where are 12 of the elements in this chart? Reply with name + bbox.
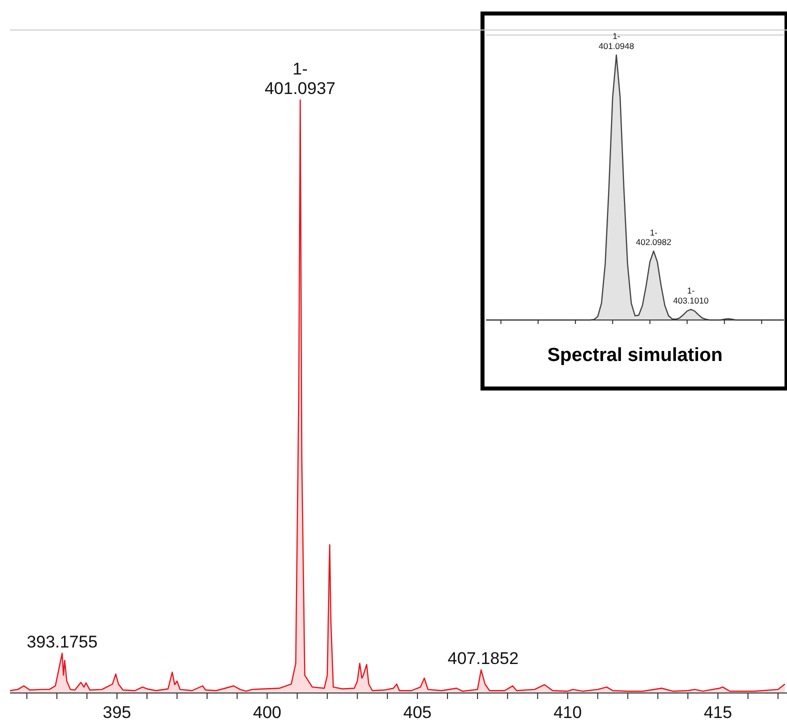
- annotation: 1- 403.1010: [673, 286, 709, 306]
- x-tick-label: 410: [553, 703, 582, 722]
- annotation: 1- 401.0937: [264, 59, 336, 98]
- x-tick-label: 400: [253, 703, 282, 722]
- text: Spectral simulation: [547, 345, 723, 366]
- annotation: 407.1852: [448, 648, 519, 668]
- x-tick-label: 405: [403, 703, 432, 722]
- annotation: 1- 402.0982: [636, 227, 672, 248]
- x-tick-label: 395: [102, 703, 132, 722]
- annotation: 393.1755: [26, 632, 98, 652]
- x-tick-label: 415: [704, 703, 732, 722]
- annotation: 1- 401.0948: [598, 31, 634, 51]
